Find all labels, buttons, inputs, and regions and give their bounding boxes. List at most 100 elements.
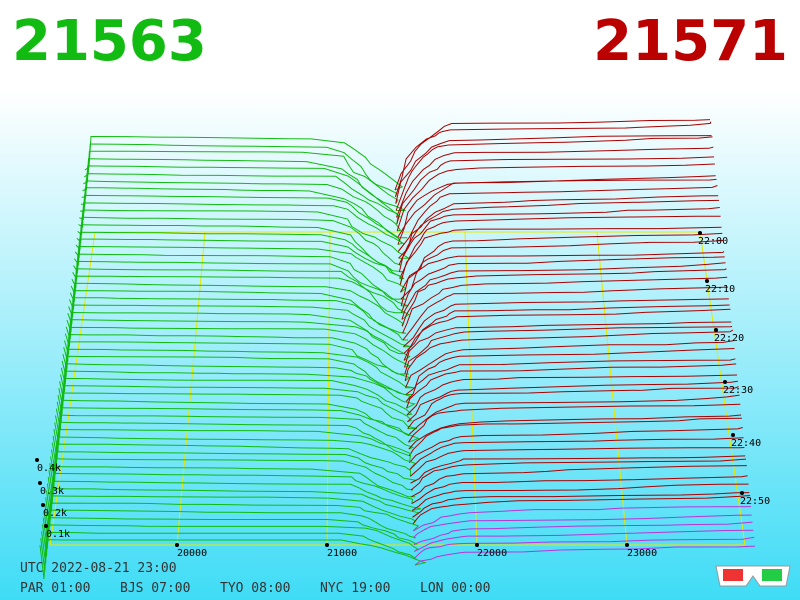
bid-depth-line bbox=[73, 238, 403, 286]
ask-depth-line bbox=[405, 348, 735, 395]
ask-depth-line bbox=[395, 135, 712, 204]
ask-depth-line bbox=[394, 121, 712, 197]
price-grid-line bbox=[176, 231, 206, 546]
bid-depth-line bbox=[75, 216, 401, 266]
clock-label: NYC 19:00 bbox=[320, 581, 390, 596]
ask-depth-line bbox=[401, 268, 727, 327]
bid-depth-line bbox=[77, 202, 405, 252]
ask-depth-line bbox=[413, 514, 752, 539]
bid-depth-line bbox=[51, 428, 412, 467]
ask-depth-line bbox=[400, 250, 725, 307]
ask-depth-line bbox=[407, 386, 739, 429]
price-tick-label: 21000 bbox=[327, 548, 357, 559]
ask-depth-line bbox=[407, 380, 738, 423]
ask-depth-line bbox=[412, 492, 750, 518]
bid-depth-line bbox=[82, 158, 406, 211]
bid-depth-line bbox=[48, 458, 414, 497]
ask-depth-line bbox=[403, 304, 730, 354]
volume-tick bbox=[38, 481, 42, 485]
bid-depth-line bbox=[46, 472, 414, 512]
ask-depth-line bbox=[395, 136, 713, 211]
ask-depth-line bbox=[408, 417, 742, 457]
time-tick-label: 22:10 bbox=[705, 284, 735, 295]
ask-depth-line bbox=[400, 240, 724, 300]
bid-depth-line bbox=[76, 209, 411, 259]
bid-depth-line bbox=[63, 326, 411, 368]
bid-depth-line bbox=[58, 370, 416, 409]
price-tick bbox=[325, 543, 329, 547]
ask-depth-line bbox=[411, 465, 747, 498]
bid-depth-line bbox=[62, 333, 410, 375]
bid-depth-line bbox=[64, 311, 406, 355]
bid-depth-line bbox=[84, 135, 404, 191]
volume-tick-label: 0.3k bbox=[40, 486, 64, 497]
ask-depth-line bbox=[405, 358, 736, 402]
bid-depth-line bbox=[79, 180, 402, 232]
clock-label: BJS 07:00 bbox=[120, 581, 190, 596]
ask-depth-line bbox=[410, 458, 747, 491]
time-tick bbox=[714, 328, 718, 332]
clock-label: LON 00:00 bbox=[420, 581, 490, 596]
bid-depth-line bbox=[69, 275, 410, 320]
ask-depth-line bbox=[402, 276, 728, 334]
bid-depth-line bbox=[66, 297, 409, 341]
ask-depth-line bbox=[411, 475, 748, 505]
ask-depth-line bbox=[399, 215, 721, 279]
bid-depth-line bbox=[70, 260, 409, 307]
time-tick-label: 22:30 bbox=[723, 385, 753, 396]
time-tick bbox=[698, 231, 702, 235]
ask-depth-line bbox=[414, 536, 755, 559]
bid-depth-line bbox=[68, 282, 403, 327]
bid-depth-line bbox=[78, 194, 403, 245]
price-tick bbox=[625, 543, 629, 547]
ask-depth-line bbox=[402, 286, 729, 341]
ask-depth-line bbox=[394, 119, 711, 191]
bid-depth-line bbox=[49, 451, 417, 490]
volume-tick bbox=[35, 458, 39, 462]
depth-lines bbox=[39, 119, 756, 580]
bid-depth-line bbox=[60, 348, 415, 389]
ask-depth-line bbox=[408, 414, 742, 450]
bid-depth-line bbox=[57, 377, 413, 416]
bid-depth-line bbox=[47, 466, 416, 505]
bid-depth-line bbox=[55, 392, 418, 430]
bid-depth-line bbox=[59, 363, 411, 402]
ask-depth-line bbox=[405, 340, 734, 388]
volume-tick-label: 0.1k bbox=[46, 529, 70, 540]
bid-depth-line bbox=[64, 319, 411, 361]
ask-depth-line bbox=[408, 403, 741, 443]
ask-depth-line bbox=[404, 326, 733, 375]
clock-label: TYO 08:00 bbox=[220, 581, 290, 596]
bid-depth-line bbox=[46, 480, 422, 520]
ask-depth-line bbox=[411, 483, 749, 511]
axis-labels: 20000 21000 22000 23000 0.4k 0.3k 0.2k 0.1k 22:0… bbox=[35, 231, 770, 559]
ask-price: 21571 bbox=[593, 9, 788, 74]
ask-depth-line bbox=[396, 156, 715, 225]
volume-tick bbox=[41, 503, 45, 507]
ask-depth-line bbox=[400, 232, 723, 293]
time-tick bbox=[705, 279, 709, 283]
price-tick-label: 22000 bbox=[477, 548, 507, 559]
time-tick-label: 22:20 bbox=[714, 333, 744, 344]
ask-depth-line bbox=[398, 199, 720, 266]
ask-depth-line bbox=[406, 363, 737, 409]
bid-depth-line bbox=[56, 385, 413, 423]
bid-depth-line bbox=[45, 487, 420, 527]
lens-green bbox=[762, 569, 782, 581]
ask-depth-line bbox=[398, 195, 719, 259]
bid-price: 21563 bbox=[12, 9, 207, 74]
price-tick bbox=[475, 543, 479, 547]
ask-depth-line bbox=[396, 146, 714, 218]
price-tick bbox=[175, 543, 179, 547]
bid-depth-line bbox=[69, 268, 404, 314]
bid-depth-line bbox=[65, 304, 413, 348]
bid-depth-line bbox=[54, 407, 420, 445]
ask-depth-line bbox=[412, 495, 751, 525]
ask-depth-line bbox=[407, 394, 740, 436]
bid-depth-line bbox=[50, 443, 412, 482]
price-tick-label: 20000 bbox=[177, 548, 207, 559]
ask-depth-line bbox=[401, 256, 725, 313]
ask-depth-line bbox=[404, 329, 734, 382]
